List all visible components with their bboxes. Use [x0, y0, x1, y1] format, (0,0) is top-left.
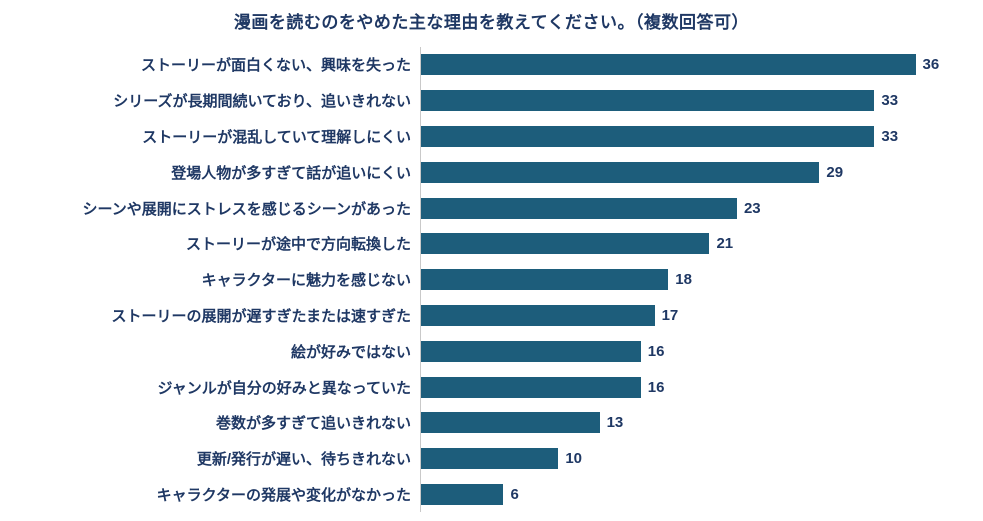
chart-row: 絵が好みではない 16 — [0, 333, 983, 370]
category-label: ストーリーが途中で方向転換した — [185, 236, 411, 254]
category-label: ストーリーが混乱していて理解しにくい — [142, 128, 411, 146]
chart-row: 巻数が多すぎて追いきれない 13 — [0, 404, 983, 441]
value-label: 29 — [826, 163, 844, 181]
bar-area: 17 — [420, 297, 983, 334]
bar — [421, 90, 875, 112]
bar — [421, 161, 820, 183]
category-label: キャラクターに魅力を感じない — [201, 272, 411, 290]
chart-row: 登場人物が多すぎて話が追いにくい 29 — [0, 154, 983, 191]
bar — [421, 197, 737, 219]
bar — [421, 483, 504, 505]
bar — [421, 125, 875, 147]
value-label: 17 — [661, 306, 679, 324]
category-label: 登場人物が多すぎて話が追いにくい — [171, 164, 411, 182]
value-label: 36 — [922, 56, 940, 74]
bar-area: 13 — [420, 404, 983, 441]
bar — [421, 376, 641, 398]
bar-area: 6 — [420, 476, 983, 513]
value-label: 18 — [675, 271, 692, 289]
chart-row: ストーリーが途中で方向転換した 21 — [0, 225, 983, 262]
category-label: シーンや展開にストレスを感じるシーンがあった — [82, 200, 411, 218]
bar — [421, 340, 641, 362]
chart-row: シリーズが長期間続いており、追いきれない 33 — [0, 82, 983, 119]
bar-area: 33 — [420, 82, 983, 119]
chart-row: キャラクターに魅力を感じない 18 — [0, 261, 983, 298]
category-label: ストーリーの展開が遅すぎたまたは速すぎた — [111, 307, 411, 325]
category-label: ストーリーが面白くない、興味を失った — [140, 57, 411, 75]
bar-area: 33 — [420, 118, 983, 155]
value-label: 33 — [881, 92, 899, 110]
value-label: 16 — [647, 342, 665, 360]
category-label: ジャンルが自分の好みと異なっていた — [157, 379, 411, 397]
value-label: 33 — [881, 127, 899, 145]
bar-area: 10 — [420, 440, 983, 477]
chart-row: キャラクターの発展や変化がなかった 6 — [0, 476, 983, 513]
bar — [421, 233, 710, 255]
category-label: シリーズが長期間続いており、追いきれない — [113, 93, 411, 111]
bar — [421, 448, 559, 470]
chart-row: ストーリーが面白くない、興味を失った 36 — [0, 47, 983, 83]
bar-area: 16 — [420, 333, 983, 370]
bar-area: 36 — [420, 47, 983, 83]
chart-row: ストーリーの展開が遅すぎたまたは速すぎた 17 — [0, 297, 983, 334]
chart-row: ストーリーが混乱していて理解しにくい 33 — [0, 118, 983, 155]
chart-title: 漫画を読むのをやめた主な理由を教えてください。（複数回答可） — [233, 13, 750, 32]
bar-area: 23 — [420, 190, 983, 226]
chart-row: 更新/発行が遅い、待ちきれない 10 — [0, 440, 983, 477]
category-label: キャラクターの発展や変化がなかった — [156, 486, 411, 504]
bar — [421, 304, 655, 326]
bar — [421, 412, 600, 434]
chart-row: シーンや展開にストレスを感じるシーンがあった 23 — [0, 190, 983, 226]
chart-rows: ストーリーが面白くない、興味を失った 36 シリーズが長期間続いており、追いきれない… — [0, 47, 983, 513]
bar-area: 21 — [420, 225, 983, 262]
value-label: 16 — [647, 378, 665, 396]
value-label: 10 — [565, 450, 583, 468]
value-label: 21 — [716, 235, 734, 253]
bar — [421, 54, 916, 76]
bar-area: 16 — [420, 369, 983, 405]
chart-row: ジャンルが自分の好みと異なっていた 16 — [0, 369, 983, 405]
category-label: 更新/発行が遅い、待ちきれない — [196, 451, 411, 469]
bar-area: 18 — [420, 261, 983, 298]
category-label: 巻数が多すぎて追いきれない — [215, 415, 411, 433]
bar — [421, 269, 669, 291]
category-label: 絵が好みではない — [290, 343, 411, 361]
value-label: 23 — [743, 199, 761, 217]
value-label: 6 — [510, 485, 519, 503]
value-label: 13 — [606, 414, 624, 432]
bar-area: 29 — [420, 154, 983, 191]
